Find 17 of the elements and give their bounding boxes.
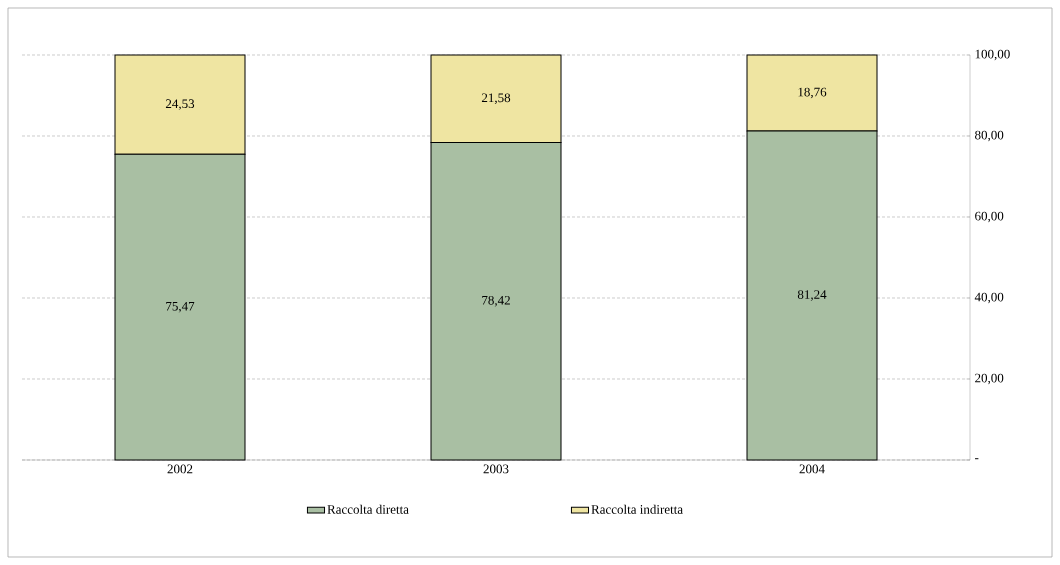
data-label: 75,47 [166,301,195,313]
data-label: 18,76 [798,87,827,99]
y-tick-label: 100,00 [975,49,1010,61]
data-label: 81,24 [797,290,827,301]
x-tick-label: 2003 [483,464,509,474]
legend-label: Raccolta indiretta [591,504,683,514]
legend-label: Raccolta diretta [327,504,409,514]
y-tick-label: 20,00 [975,373,1004,385]
y-tick-label: - [975,458,979,460]
data-label: 21,58 [481,93,511,105]
data-label: 24,53 [165,99,195,110]
y-tick-label: 40,00 [974,292,1004,304]
y-tick-label: 80,00 [975,130,1004,142]
x-tick-label: 2004 [799,464,825,474]
data-label: 78,42 [482,295,510,307]
x-tick-label: 2002 [167,464,193,474]
y-tick-label: 60,00 [975,211,1004,223]
